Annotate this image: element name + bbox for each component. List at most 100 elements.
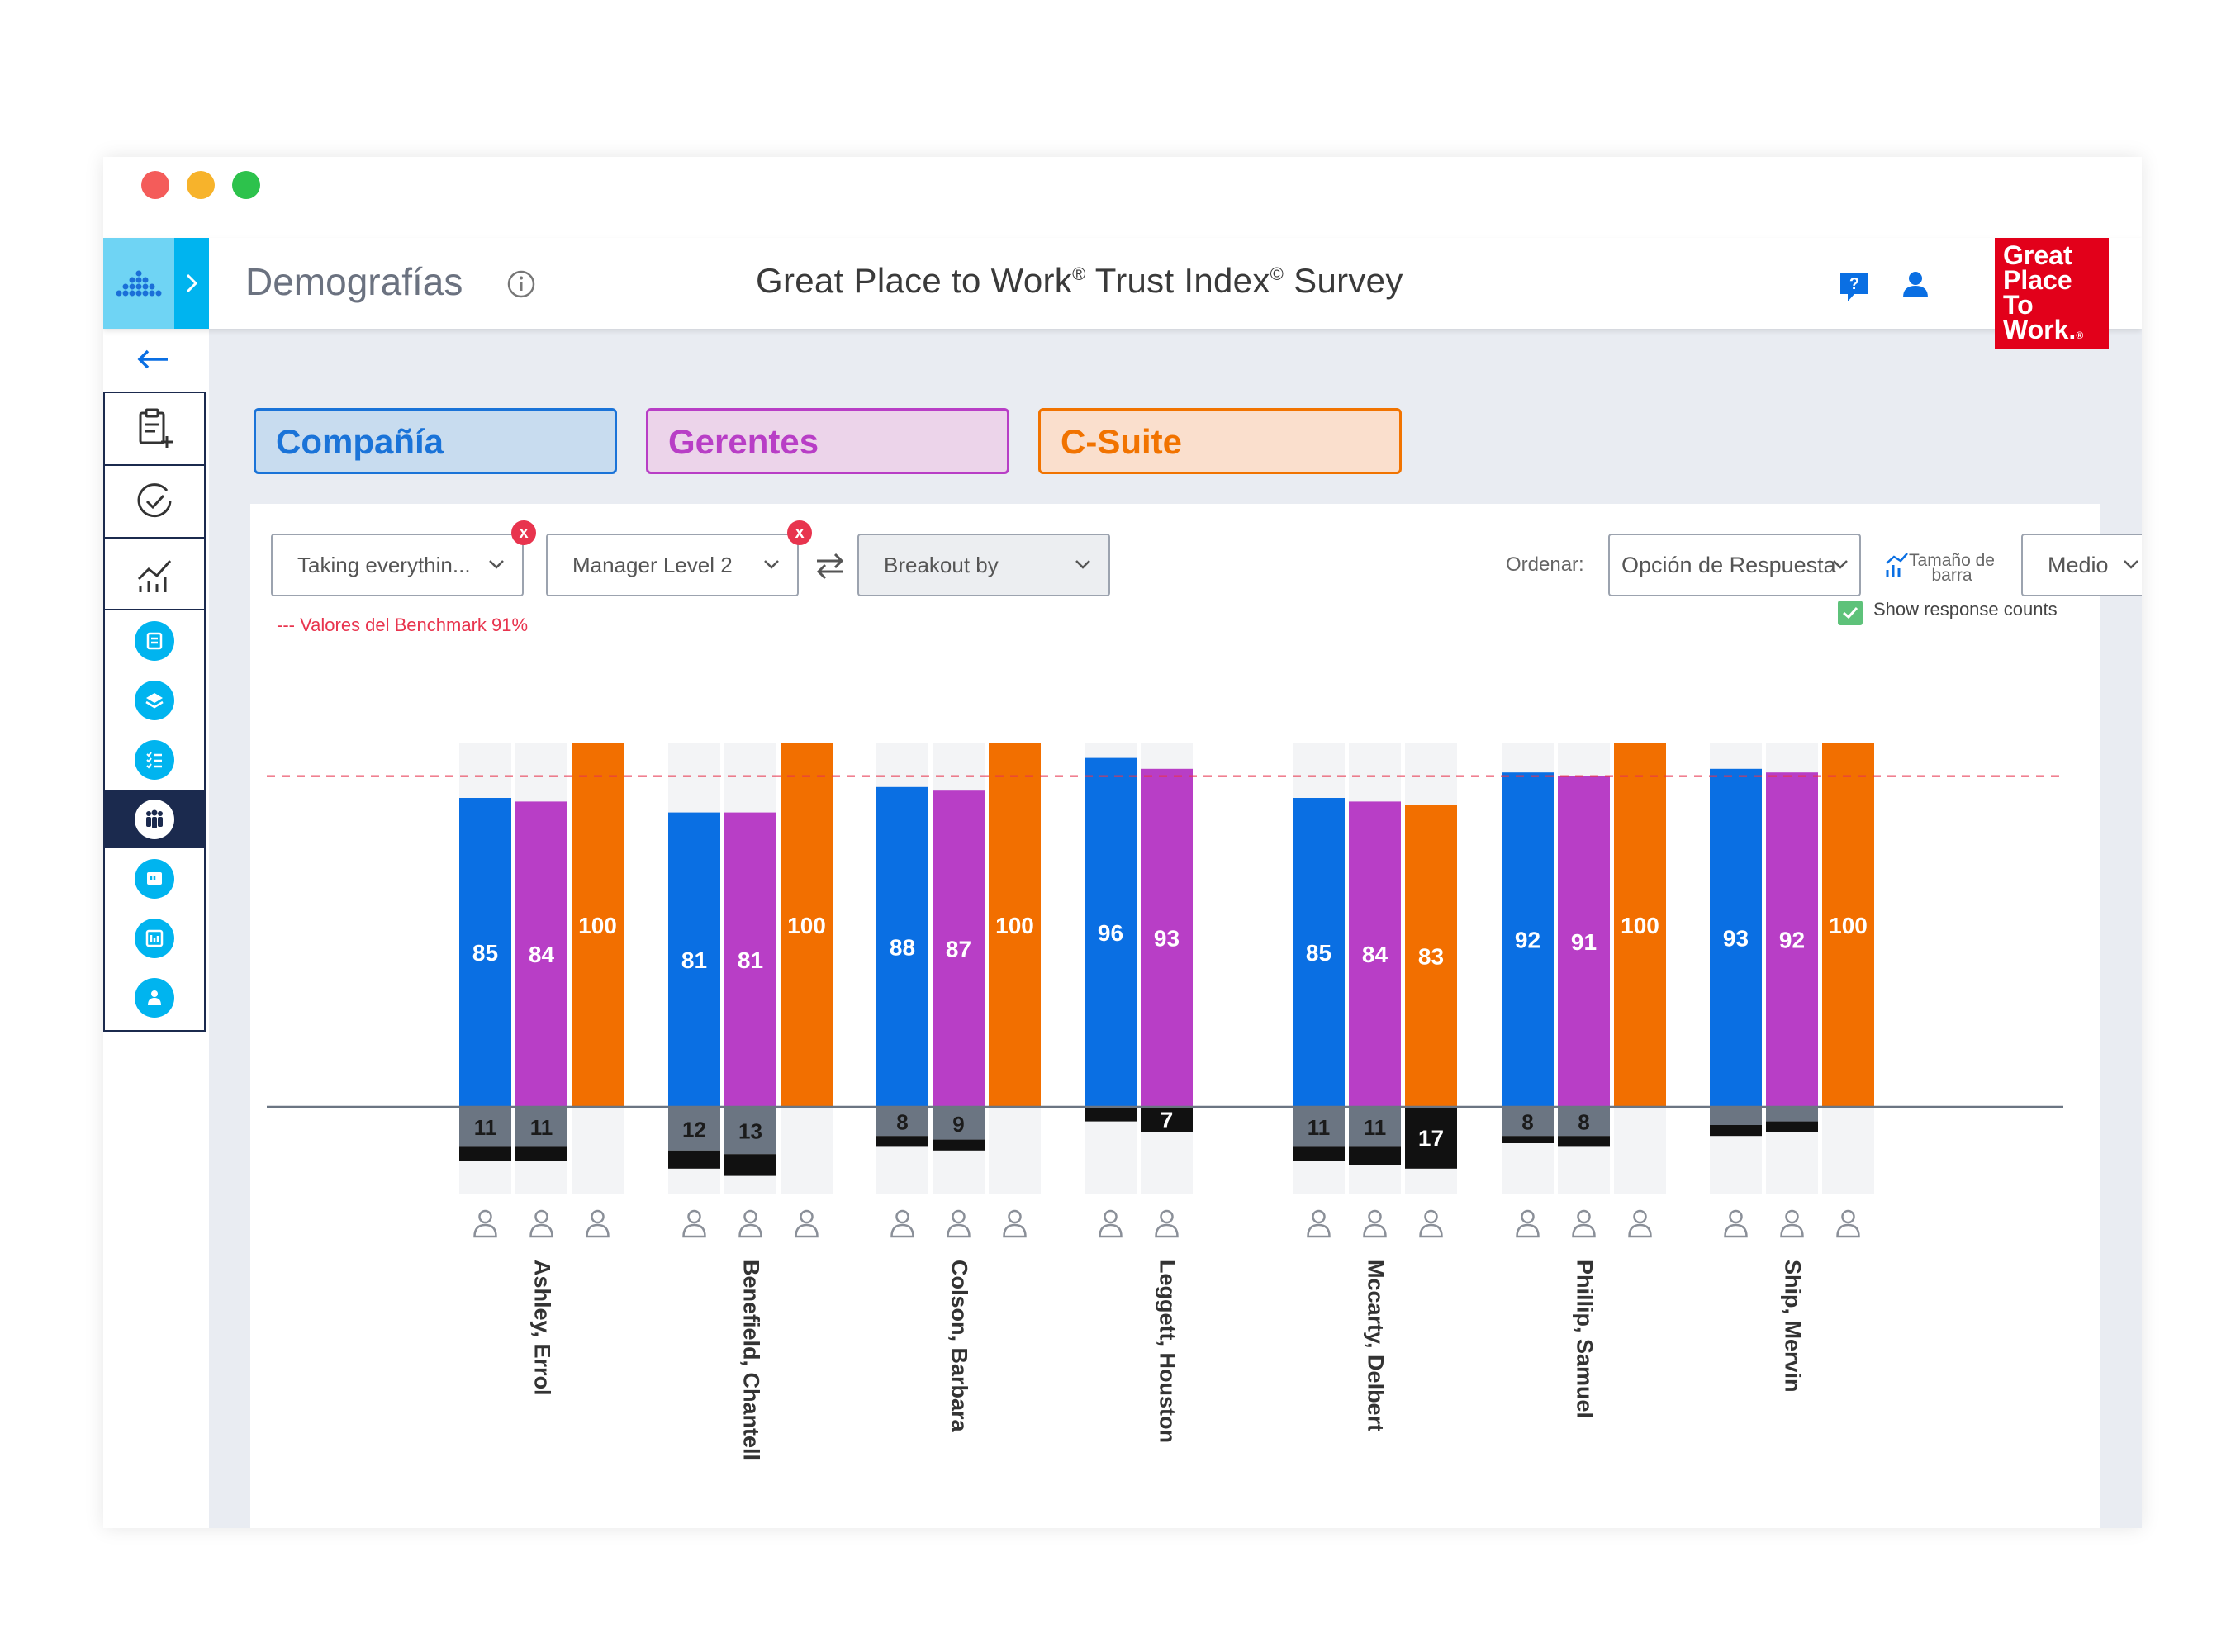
swap-arrows-icon[interactable] [814, 552, 847, 580]
tab-company-label: Compañía [276, 422, 444, 461]
bar-positive-label: 81 [681, 947, 707, 973]
bar-negative [1558, 1136, 1610, 1147]
person-icon [1424, 1209, 1438, 1224]
help-chat-icon[interactable]: ? [1838, 271, 1871, 304]
bar-positive [781, 743, 833, 1107]
bar-positive [459, 798, 511, 1107]
nav-status[interactable] [105, 466, 204, 539]
app-logo[interactable] [103, 238, 174, 329]
benchmark-legend: --- Valores del Benchmark 91% [277, 615, 529, 635]
remove-filter-manager-button[interactable]: x [787, 520, 812, 545]
bar-neutral-label: 8 [896, 1110, 908, 1135]
expand-sidebar-button[interactable] [174, 238, 209, 329]
nav-account[interactable] [105, 969, 204, 1027]
chevron-down-icon [2124, 560, 2138, 569]
bar-neutral [1558, 1107, 1610, 1137]
bar-positive [1558, 776, 1610, 1107]
user-profile-icon[interactable] [1901, 269, 1930, 299]
person-icon [1104, 1209, 1118, 1224]
bar-negative [515, 1146, 567, 1161]
bar-negative [1349, 1146, 1401, 1165]
person-icon [478, 1209, 492, 1224]
bar-positive-label: 85 [1306, 940, 1331, 966]
filter-question-dropdown[interactable]: Taking everythin... [271, 534, 524, 596]
bar-neutral [668, 1107, 720, 1151]
bar-negative [1502, 1136, 1554, 1143]
nav-main-group [103, 392, 206, 610]
nav-demographics[interactable] [105, 790, 204, 848]
tab-csuite[interactable]: C-Suite [1038, 408, 1402, 474]
app-window: Demografías Great Place to Work® Trust I… [103, 157, 2142, 1528]
person-icon-body [1724, 1223, 1748, 1238]
person-icon-body [529, 1223, 553, 1238]
tab-csuite-label: C-Suite [1061, 422, 1182, 461]
bar-positive-label: 91 [1571, 929, 1597, 955]
show-counts-label: Show response counts [1873, 599, 2058, 620]
bar-positive-label: 84 [529, 942, 555, 967]
nav-comments[interactable] [105, 850, 204, 908]
bar-positive [1141, 768, 1193, 1107]
person-icon [1729, 1209, 1743, 1224]
nav-report-checklist[interactable] [105, 731, 204, 789]
demographics-bar-chart: 85 11 84 11 100 Ashley, Errol 81 12 81 13 100 Benef… [267, 743, 2063, 1460]
bar-size-label: Tamaño de barra [1909, 551, 1995, 585]
bar-positive-label: 81 [738, 947, 763, 973]
person-icon-body [586, 1223, 610, 1238]
bar-size-dropdown[interactable]: Medio [2021, 534, 2142, 596]
breakout-dropdown[interactable]: Breakout by [857, 534, 1110, 596]
nav-survey-builder[interactable] [105, 393, 204, 466]
bar-positive [572, 743, 624, 1107]
person-icon [687, 1209, 701, 1224]
show-counts-checkbox[interactable] [1838, 601, 1863, 625]
chart-trend-icon [137, 560, 172, 592]
document-icon [146, 632, 163, 650]
person-badge-icon [148, 990, 161, 1005]
filter-manager-level-value: Manager Level 2 [572, 553, 733, 577]
person-icon [1577, 1209, 1591, 1224]
minimize-window-button[interactable] [187, 171, 215, 199]
breakout-value: Breakout by [884, 553, 999, 577]
maximize-window-button[interactable] [232, 171, 260, 199]
bar-neutral [1766, 1107, 1818, 1122]
nav-heatmap[interactable] [105, 909, 204, 967]
close-window-button[interactable] [141, 171, 169, 199]
bar-negative [1710, 1125, 1762, 1137]
nav-report-summary[interactable] [105, 612, 204, 670]
bar-positive [1766, 772, 1818, 1107]
category-label: Leggett, Houston [1156, 1260, 1180, 1443]
svg-text:?: ? [1849, 275, 1859, 293]
info-icon[interactable] [506, 269, 536, 299]
bar-positive [724, 812, 776, 1107]
bar-neutral [1349, 1107, 1401, 1147]
bar-neutral [1710, 1107, 1762, 1125]
person-icon-body [1836, 1223, 1860, 1238]
bar-positive-label: 87 [946, 937, 971, 962]
person-icon-body [947, 1223, 971, 1238]
person-icon [1633, 1209, 1647, 1224]
bar-positive-label: 100 [787, 913, 826, 938]
filter-manager-level-dropdown[interactable]: Manager Level 2 [546, 534, 799, 596]
nav-analytics[interactable] [105, 539, 204, 611]
bar-neutral [459, 1107, 511, 1147]
checklist-icon [146, 752, 162, 769]
check-circle-icon [137, 483, 172, 518]
quote-comment-icon [147, 872, 162, 885]
remove-filter-question-button[interactable]: x [511, 520, 536, 545]
tab-managers[interactable]: Gerentes [646, 408, 1009, 474]
back-arrow-icon[interactable] [136, 347, 169, 372]
nav-report-layers[interactable] [105, 672, 204, 729]
sort-dropdown[interactable]: Opción de Respuesta [1608, 534, 1861, 596]
person-icon [591, 1209, 605, 1224]
category-label: Colson, Barbara [947, 1260, 972, 1433]
app-header: Demografías Great Place to Work® Trust I… [103, 238, 2142, 349]
tab-company[interactable]: Compañía [254, 408, 617, 474]
person-icon [895, 1209, 909, 1224]
bar-negative [1141, 1107, 1193, 1132]
bar-negative [1085, 1107, 1137, 1122]
person-icon [952, 1209, 966, 1224]
tab-managers-label: Gerentes [668, 422, 819, 461]
category-label: Mccarty, Delbert [1364, 1260, 1388, 1431]
bar-positive-label: 92 [1515, 928, 1540, 953]
bar-negative [459, 1146, 511, 1161]
bar-positive-label: 84 [1362, 942, 1388, 967]
